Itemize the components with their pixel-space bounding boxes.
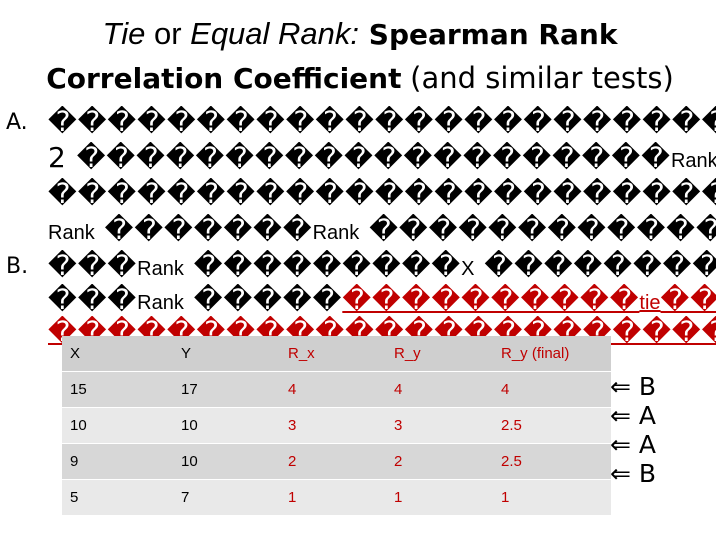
cell-x: 5 xyxy=(62,479,173,516)
annotation-label: B xyxy=(638,459,657,488)
point-b-line-2-highlight: ���������� xyxy=(342,284,640,316)
cell-y: 10 xyxy=(173,443,280,480)
point-a-line-4-mid: ������� xyxy=(94,214,313,246)
cell-x: 10 xyxy=(62,407,173,444)
left-arrow-icon: ⇐ xyxy=(610,430,631,459)
point-a-line-4-post: �������������� xyxy=(369,214,716,246)
title-equal-rank: Equal Rank: xyxy=(190,16,360,51)
point-b-line-2-post: ����� xyxy=(660,284,716,316)
slide-title-line-2: Correlation Coefficient (and similar tes… xyxy=(0,60,720,97)
col-header-x: X xyxy=(62,336,173,372)
cell-rx: 2 xyxy=(280,443,386,480)
slide-title-line-1: Tie or Equal Rank: Spearman Rank xyxy=(0,16,720,53)
annotation-row: ⇐ A xyxy=(610,430,710,459)
cell-x: 15 xyxy=(62,371,173,408)
rank-table: X Y R_x R_y R_y (final) 15 17 4 4 4 10 1… xyxy=(62,336,611,516)
rank-word: Rank xyxy=(312,222,360,244)
rank-word: Rank xyxy=(48,222,95,244)
annotation-row: ⇐ B xyxy=(610,459,710,488)
title-spearman-rank: Spearman Rank xyxy=(359,18,618,51)
cell-x: 9 xyxy=(62,443,173,480)
cell-ry-final: 4 xyxy=(493,371,611,408)
point-b-line-2: ���Rank ���������������tie����� xyxy=(48,284,716,319)
annotation-row: ⇐ B xyxy=(610,372,710,401)
title-or: or xyxy=(145,16,191,51)
cell-ry: 4 xyxy=(386,371,493,408)
point-a-marker: A. xyxy=(6,110,28,135)
table-row: 5 7 1 1 1 xyxy=(62,479,611,516)
annotation-row: ⇐ A xyxy=(610,401,710,430)
col-header-rx: R_x xyxy=(280,336,386,372)
rank-word: Rank xyxy=(670,150,716,172)
left-arrow-icon: ⇐ xyxy=(610,401,631,430)
variable-x: X xyxy=(461,258,475,280)
left-arrow-icon: ⇐ xyxy=(610,372,631,401)
point-b-line-2-pre: ��� xyxy=(48,284,138,316)
cell-rx: 1 xyxy=(280,479,386,516)
point-b-line-2-mid: ����� xyxy=(183,284,343,316)
cell-y: 10 xyxy=(173,407,280,444)
cell-ry-final: 2.5 xyxy=(493,443,611,480)
cell-ry: 2 xyxy=(386,443,493,480)
point-a-line-4: Rank �������Rank �������������� xyxy=(48,214,716,249)
title-correlation-coefficient: Correlation Coefficient xyxy=(46,62,402,95)
table-row: 9 10 2 2 2.5 xyxy=(62,443,611,480)
col-header-ry: R_y xyxy=(386,336,493,372)
cell-ry: 3 xyxy=(386,407,493,444)
cell-rx: 4 xyxy=(280,371,386,408)
annotation-label: A xyxy=(638,401,657,430)
cell-y: 17 xyxy=(173,371,280,408)
point-a-line-2-text: 2 �������������������� xyxy=(48,142,671,174)
annotation-label: A xyxy=(638,430,657,459)
annotation-label: B xyxy=(638,372,657,401)
point-b-marker: B. xyxy=(6,254,29,279)
point-a-line-1: ���������������������������� xyxy=(48,106,716,138)
row-annotations: ⇐ B ⇐ A ⇐ A ⇐ B xyxy=(610,372,710,488)
left-arrow-icon: ⇐ xyxy=(610,459,631,488)
point-b-line-1-mid: ��������� xyxy=(183,250,462,282)
point-b-line-1: ���Rank ���������X ��������Y�� xyxy=(48,250,716,285)
point-a-line-2: 2 ��������������������Rank���� xyxy=(48,142,716,177)
title-similar-tests: (and similar tests) xyxy=(410,61,674,95)
title-tie: Tie xyxy=(102,16,146,51)
col-header-y: Y xyxy=(173,336,280,372)
table-row: 10 10 3 3 2.5 xyxy=(62,407,611,444)
rank-word: Rank xyxy=(137,292,184,314)
col-header-ry-final: R_y (final) xyxy=(493,336,611,372)
rank-word: Rank xyxy=(137,258,184,280)
cell-ry-final: 1 xyxy=(493,479,611,516)
tie-word: tie xyxy=(639,292,661,314)
table-row: 15 17 4 4 4 xyxy=(62,371,611,408)
point-a-line-3: ����������������������������� xyxy=(48,178,716,210)
point-b-line-1-pre: ��� xyxy=(48,250,138,282)
cell-ry-final: 2.5 xyxy=(493,407,611,444)
table-header-row: X Y R_x R_y R_y (final) xyxy=(62,336,611,372)
cell-ry: 1 xyxy=(386,479,493,516)
cell-rx: 3 xyxy=(280,407,386,444)
cell-y: 7 xyxy=(173,479,280,516)
point-b-line-1-mid2: �������� xyxy=(474,250,716,282)
